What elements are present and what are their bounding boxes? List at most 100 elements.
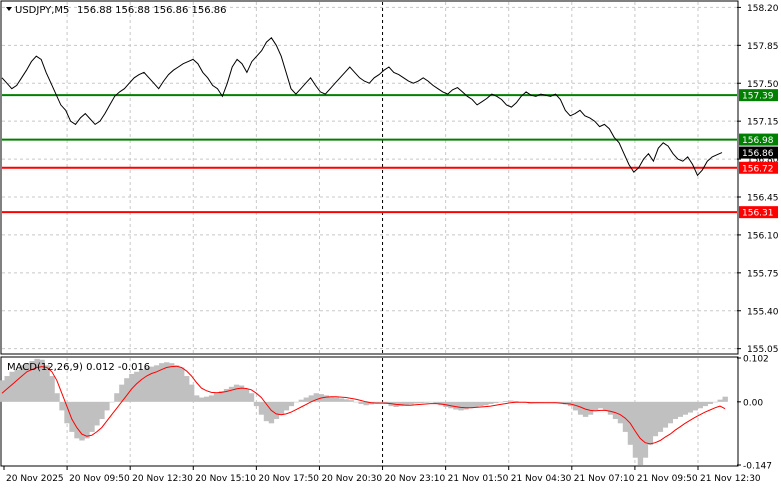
- macd-histogram-bar: [54, 393, 60, 402]
- macd-histogram-bar: [288, 401, 295, 407]
- macd-histogram-bar: [248, 393, 255, 402]
- macd-histogram-bar: [154, 365, 160, 402]
- macd-histogram-bar: [69, 401, 75, 432]
- price-axis: 158.20 157.85 157.50 157.15 156.80 156.45 156.…: [737, 4, 779, 355]
- macd-histogram-bar: [119, 384, 125, 402]
- macd-histogram-bar: [19, 365, 25, 402]
- macd-histogram: [0, 358, 728, 465]
- macd-histogram-bar: [662, 401, 669, 428]
- macd-histogram-bar: [682, 401, 689, 415]
- macd-tick-label: 0.102: [743, 355, 769, 365]
- level-price-tags: 157.39 156.98 156.72 156.31 156.86: [739, 89, 778, 219]
- macd-histogram-bar: [198, 397, 205, 402]
- macd-histogram-bar: [697, 401, 703, 409]
- macd-histogram-bar: [149, 366, 155, 402]
- macd-histogram-bar: [473, 401, 479, 407]
- macd-histogram-bar: [672, 401, 679, 420]
- macd-histogram-bar: [433, 401, 439, 404]
- time-tick-label: 21 Nov 12:30: [700, 474, 761, 484]
- price-tick-label: 155.75: [747, 269, 779, 279]
- macd-histogram-bar: [183, 376, 190, 402]
- macd-histogram-bar: [453, 401, 459, 410]
- macd-histogram-bar: [642, 401, 649, 458]
- macd-histogram-bar: [109, 401, 115, 403]
- macd-histogram-bar: [408, 401, 414, 405]
- macd-histogram-bar: [468, 401, 474, 409]
- macd-histogram-bar: [687, 401, 693, 413]
- price-tick-label: 156.10: [747, 231, 779, 241]
- current-price-tag: [739, 146, 778, 159]
- time-tick-label: 20 Nov 20:30: [321, 474, 382, 484]
- macd-histogram-bar: [612, 401, 619, 420]
- macd-histogram-bar: [74, 401, 80, 439]
- macd-histogram-bar: [94, 401, 100, 426]
- time-axis: 20 Nov 2025 20 Nov 09:50 20 Nov 12:30 20 No…: [3, 466, 761, 484]
- macd-histogram-bar: [363, 401, 369, 406]
- price-series-line: [1, 37, 723, 177]
- time-tick-label: 20 Nov 23:10: [385, 474, 446, 484]
- price-tick-label: 157.85: [747, 42, 779, 52]
- level-tag-label: 156.31: [742, 209, 774, 219]
- macd-histogram-bar: [263, 401, 270, 422]
- macd-histogram-bar: [268, 401, 275, 424]
- macd-histogram-bar: [712, 401, 718, 403]
- macd-histogram-bar: [657, 401, 664, 432]
- macd-histogram-bar: [707, 401, 713, 404]
- macd-histogram-bar: [617, 401, 624, 424]
- macd-histogram-bar: [587, 401, 594, 415]
- macd-histogram-bar: [328, 396, 334, 402]
- macd-histogram-bar: [298, 399, 305, 402]
- macd-histogram-bar: [79, 401, 85, 441]
- ohlc-values: 156.88 156.88 156.86 156.86: [77, 5, 227, 16]
- macd-histogram-bar: [193, 395, 200, 402]
- price-tick-label: 156.45: [747, 194, 779, 204]
- dropdown-triangle-icon[interactable]: [6, 7, 12, 11]
- macd-histogram-bar: [238, 385, 245, 402]
- macd-histogram-bar: [667, 401, 674, 424]
- macd-histogram-bar: [129, 373, 135, 402]
- macd-histogram-bar: [503, 400, 509, 402]
- macd-histogram-bar: [577, 401, 584, 415]
- macd-histogram-bar: [323, 395, 329, 402]
- macd-histogram-bar: [333, 397, 339, 402]
- macd-histogram-bar: [632, 401, 639, 458]
- macd-histogram-bar: [164, 362, 170, 402]
- price-panel-frame: [0, 0, 739, 355]
- macd-histogram-bar: [602, 401, 609, 411]
- macd-histogram-bar: [278, 401, 285, 415]
- macd-histogram-bar: [692, 401, 698, 411]
- level-tag-label: 157.39: [742, 92, 774, 102]
- time-tick-label: 20 Nov 12:30: [132, 474, 193, 484]
- macd-histogram-bar: [253, 401, 260, 407]
- macd-histogram-bar: [722, 396, 728, 402]
- macd-histogram-bar: [114, 393, 120, 402]
- price-tick-label: 157.50: [747, 80, 779, 90]
- macd-label: MACD(12,26,9) 0.012 -0.016: [7, 362, 150, 373]
- macd-histogram-bar: [273, 401, 280, 420]
- macd-histogram-bar: [543, 401, 549, 403]
- macd-histogram-bar: [303, 397, 310, 402]
- macd-histogram-bar: [702, 401, 708, 407]
- macd-histogram-bar: [478, 401, 484, 407]
- price-tick-label: 155.05: [747, 345, 779, 355]
- macd-histogram-bar: [159, 363, 165, 402]
- level-tag-label: 156.98: [742, 136, 774, 146]
- macd-histogram-bar: [233, 384, 240, 402]
- current-price-label: 156.86: [742, 149, 774, 159]
- time-tick-label: 21 Nov 04:30: [511, 474, 572, 484]
- macd-histogram-bar: [228, 386, 235, 402]
- price-tick-label: 155.40: [747, 307, 779, 317]
- macd-signal-line: [1, 365, 726, 445]
- macd-histogram-bar: [418, 401, 424, 404]
- macd-histogram-bar: [637, 401, 644, 465]
- macd-histogram-bar: [597, 401, 604, 409]
- macd-histogram-bar: [99, 401, 105, 420]
- macd-histogram-bar: [44, 365, 50, 402]
- macd-histogram-bar: [592, 401, 599, 411]
- macd-histogram-bar: [677, 401, 684, 417]
- macd-histogram-bar: [423, 401, 429, 403]
- macd-histogram-bar: [338, 398, 344, 402]
- price-tick-label: 157.15: [747, 118, 779, 128]
- macd-axis: 0.102 0.00 -0.147: [737, 355, 772, 472]
